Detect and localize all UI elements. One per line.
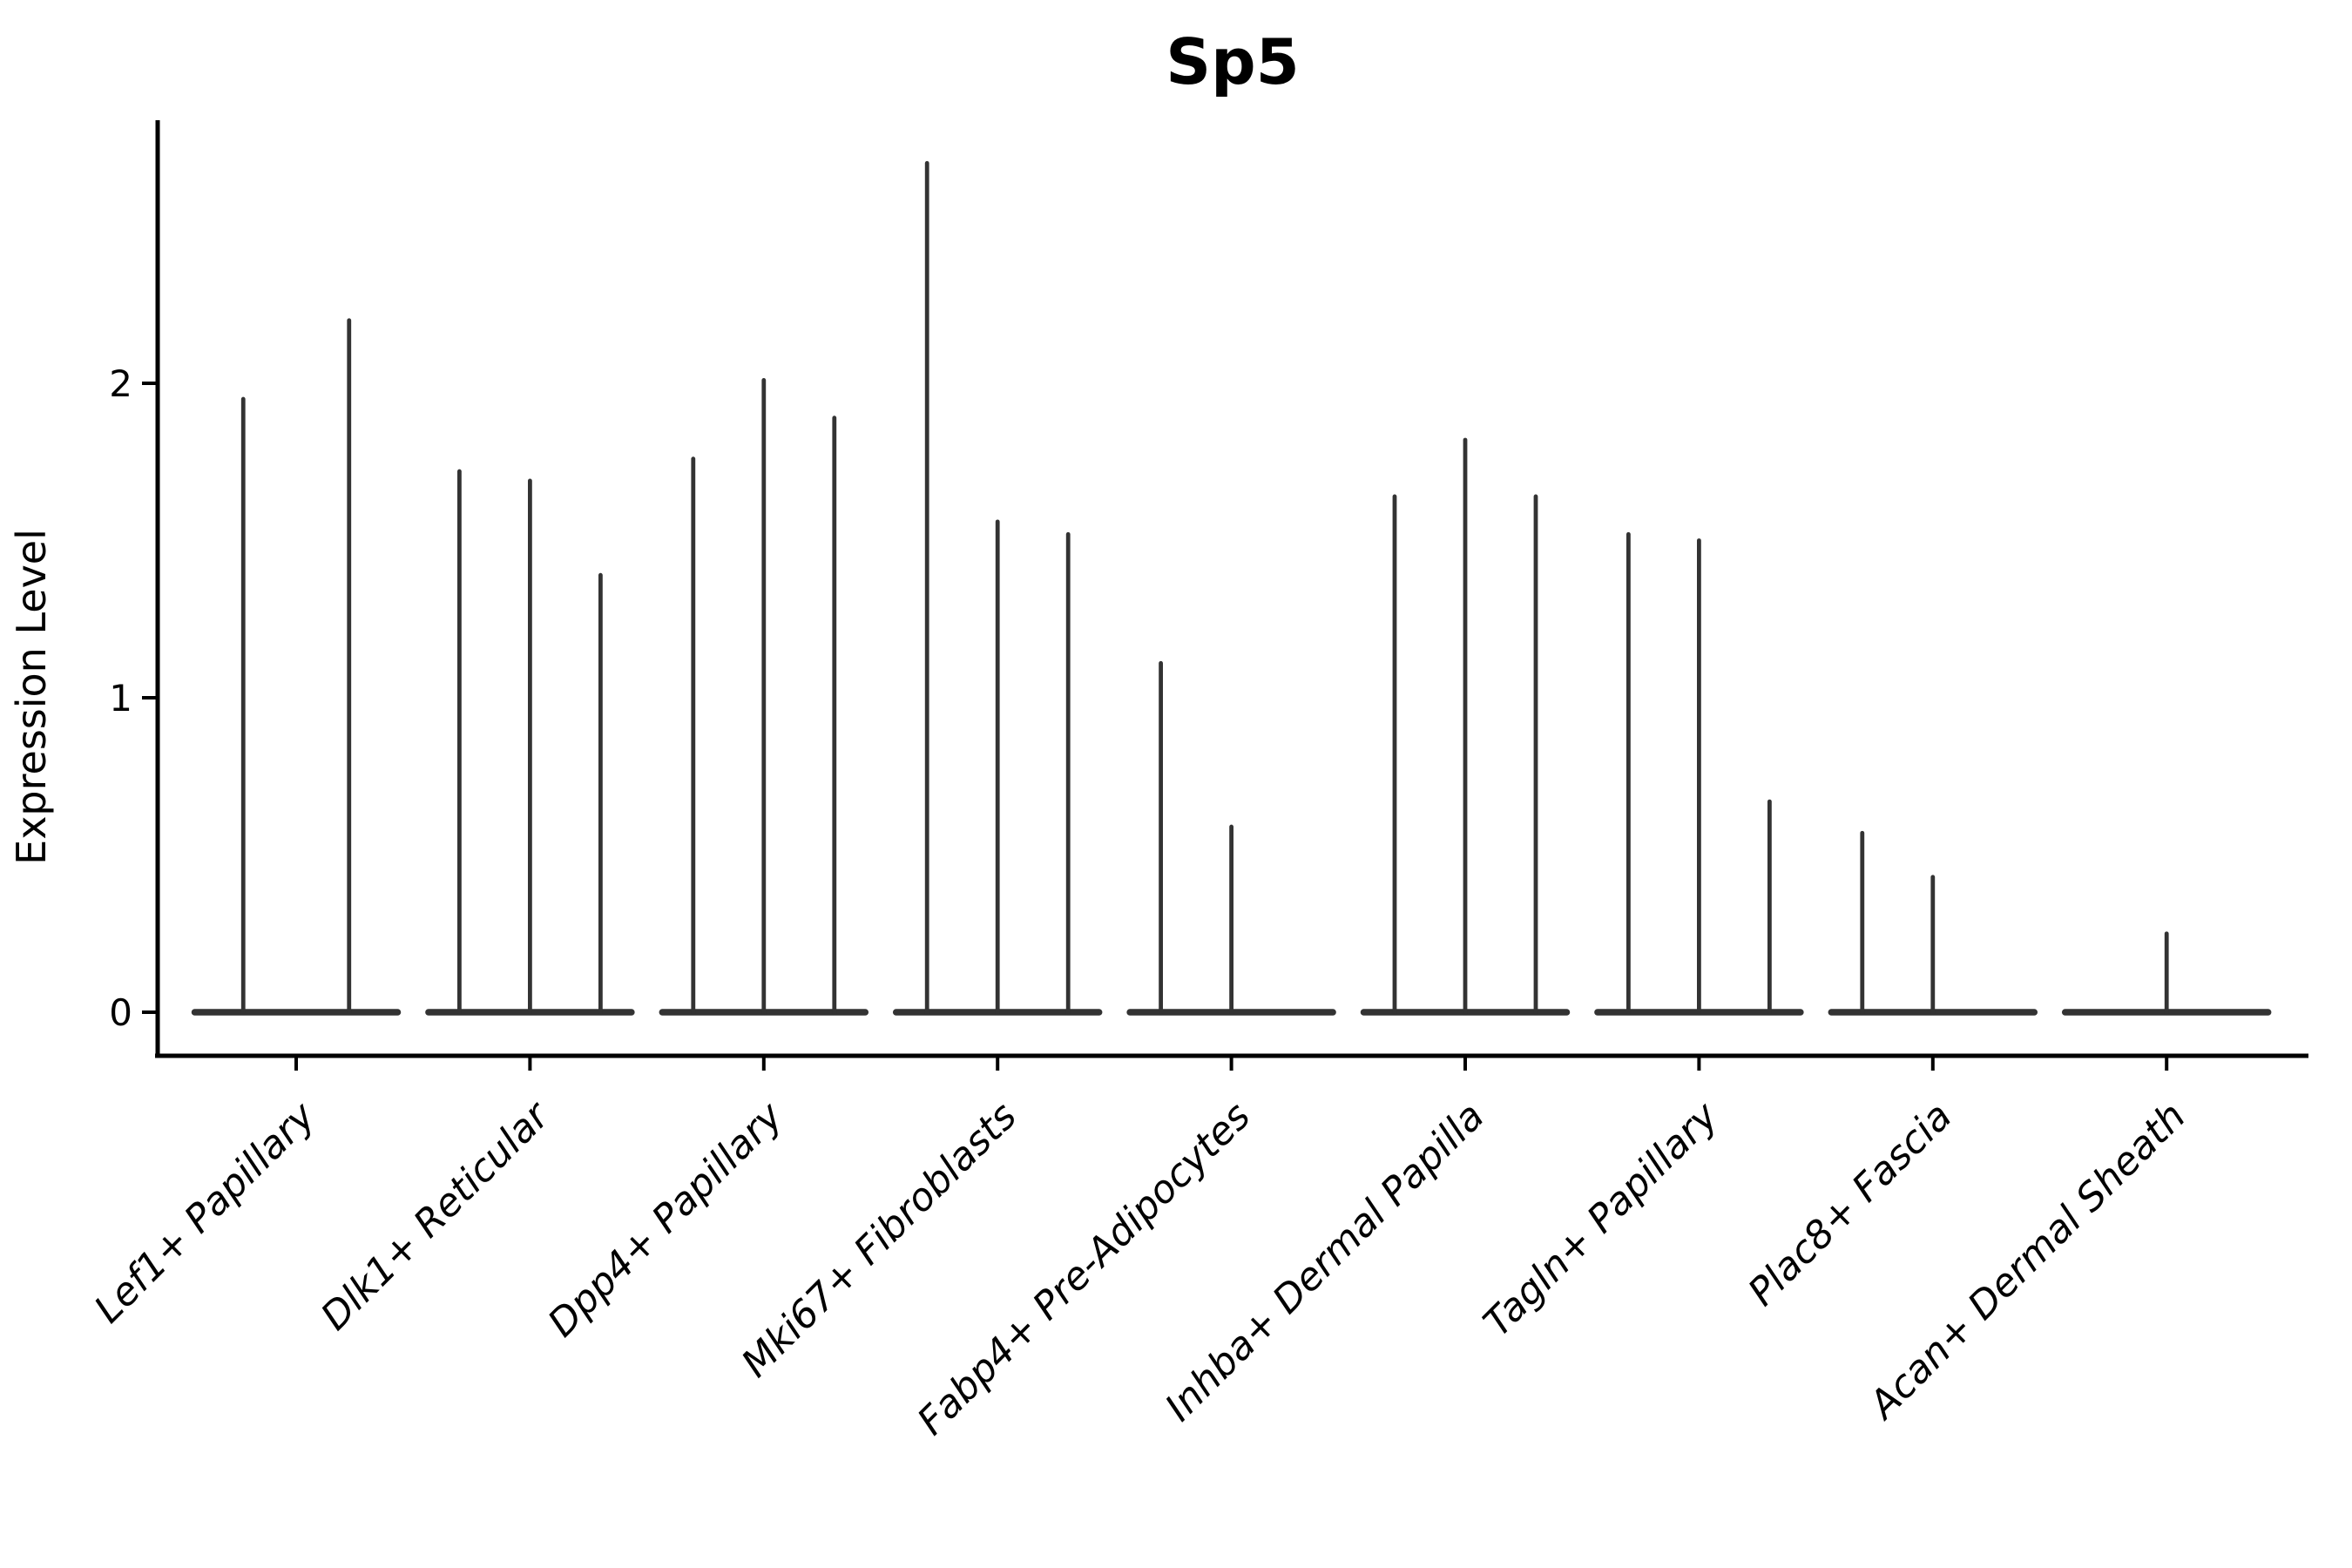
y-tick-label: 0 [109,991,132,1034]
x-tick-label: Dlk1+ Reticular [313,1092,559,1339]
violin-group [1828,830,2038,1016]
violin-group [1360,437,1571,1016]
violin-group [425,469,635,1016]
y-tick-layer: 0 1 2 [109,362,158,1034]
x-tick-label: Plac8+ Fascia [1740,1094,1960,1315]
x-tick-label: Lef1+ Papillary [86,1093,325,1332]
y-tick-label: 2 [109,362,132,405]
violin-group [191,318,402,1016]
violin-group [2061,931,2272,1016]
y-tick-label: 1 [109,677,132,720]
violin-group [1126,660,1336,1016]
violin-layer [191,160,2272,1016]
violin-group [659,377,869,1016]
y-axis-label: Expression Level [8,529,55,865]
x-tick-label: Dpp4+ Papillary [540,1093,793,1346]
violin-group [1594,531,1804,1016]
x-tick-label: Tagln+ Papillary [1475,1093,1727,1345]
chart-title: Sp5 [1166,25,1300,98]
violin-group [892,160,1103,1016]
